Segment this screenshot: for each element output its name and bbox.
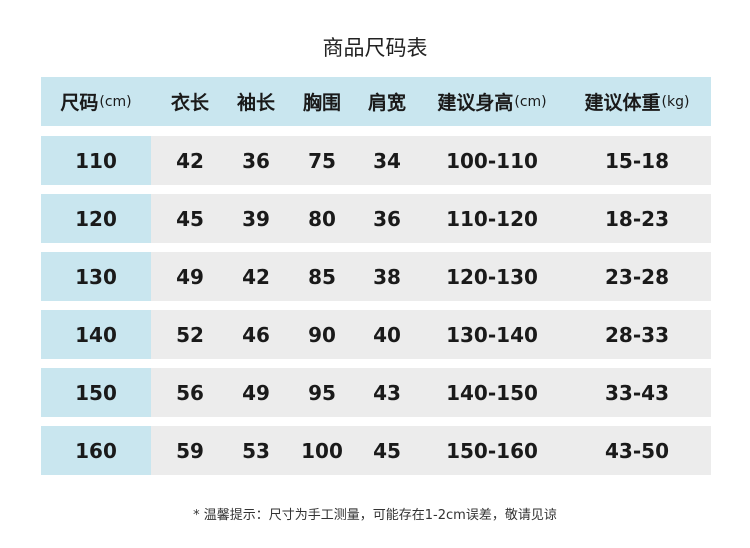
table-cell: 33-43: [605, 380, 669, 405]
table-cell: 46: [242, 322, 270, 347]
table-cell: 28-33: [605, 322, 669, 347]
table-cell: 90: [308, 322, 336, 347]
table-cell: 39: [242, 206, 270, 231]
header-cell: 衣长: [171, 77, 209, 126]
table-cell: 53: [242, 438, 270, 463]
table-cell: 43-50: [605, 438, 669, 463]
table-cell: 160: [75, 438, 117, 463]
table-cell: 100-110: [446, 148, 538, 173]
table-cell: 100: [301, 438, 343, 463]
table-cell: 75: [308, 148, 336, 173]
size-cell-bg: [41, 426, 151, 475]
header-cell: 肩宽: [368, 77, 406, 126]
table-row: 140 52 46 90 40 130-140 28-33: [41, 310, 711, 359]
table-cell: 38: [373, 264, 401, 289]
size-cell-bg: [41, 194, 151, 243]
row-bg: [151, 194, 711, 243]
table-row: 150 56 49 95 43 140-150 33-43: [41, 368, 711, 417]
size-cell-bg: [41, 368, 151, 417]
table-cell: 42: [242, 264, 270, 289]
table-cell: 36: [242, 148, 270, 173]
table-cell: 45: [373, 438, 401, 463]
table-cell: 40: [373, 322, 401, 347]
table-cell: 130-140: [446, 322, 538, 347]
table-row: 130 49 42 85 38 120-130 23-28: [41, 252, 711, 301]
table-cell: 23-28: [605, 264, 669, 289]
table-cell: 140-150: [446, 380, 538, 405]
header-label: 尺码: [60, 92, 99, 114]
table-cell: 18-23: [605, 206, 669, 231]
header-label: 建议体重: [584, 92, 661, 114]
table-cell: 56: [176, 380, 204, 405]
table-cell: 130: [75, 264, 117, 289]
table-cell: 150-160: [446, 438, 538, 463]
row-bg: [151, 368, 711, 417]
table-cell: 15-18: [605, 148, 669, 173]
header-cell: 建议体重 (kg): [585, 77, 690, 126]
table-cell: 120-130: [446, 264, 538, 289]
table-cell: 80: [308, 206, 336, 231]
header-label: 袖长: [236, 92, 276, 114]
table-cell: 59: [176, 438, 204, 463]
size-cell-bg: [41, 252, 151, 301]
table-row: 160 59 53 100 45 150-160 43-50: [41, 426, 711, 475]
header-label: 衣长: [170, 92, 210, 114]
table-cell: 150: [75, 380, 117, 405]
size-cell-bg: [41, 310, 151, 359]
row-bg: [151, 252, 711, 301]
table-row: 120 45 39 80 36 110-120 18-23: [41, 194, 711, 243]
table-cell: 120: [75, 206, 117, 231]
header-label: 建议身高: [437, 92, 514, 114]
header-cell: 胸围: [303, 77, 341, 126]
header-cell: 建议身高 (cm): [437, 77, 546, 126]
header-cell: 尺码 (cm): [60, 77, 131, 126]
table-cell: 34: [373, 148, 401, 173]
header-unit: (cm): [514, 93, 547, 110]
table-cell: 140: [75, 322, 117, 347]
table-cell: 110: [75, 148, 117, 173]
header-label: 肩宽: [367, 92, 407, 114]
table-cell: 49: [176, 264, 204, 289]
table-cell: 49: [242, 380, 270, 405]
table-cell: 42: [176, 148, 204, 173]
header-cell: 袖长: [237, 77, 275, 126]
table-cell: 110-120: [446, 206, 538, 231]
table-cell: 43: [373, 380, 401, 405]
table-cell: 85: [308, 264, 336, 289]
header-unit: (kg): [661, 93, 690, 110]
row-bg: [151, 426, 711, 475]
table-cell: 52: [176, 322, 204, 347]
table-row: 110 42 36 75 34 100-110 15-18: [41, 136, 711, 185]
header-unit: (cm): [99, 93, 132, 110]
chart-title: 商品尺码表: [322, 36, 428, 60]
size-cell-bg: [41, 136, 151, 185]
table-cell: 95: [308, 380, 336, 405]
table-cell: 36: [373, 206, 401, 231]
footnote: * 温馨提示：尺寸为手工测量，可能存在1-2cm误差，敬请见谅: [193, 508, 557, 523]
table-cell: 45: [176, 206, 204, 231]
row-bg: [151, 136, 711, 185]
header-label: 胸围: [302, 92, 342, 114]
row-bg: [151, 310, 711, 359]
header-row: 尺码 (cm) 衣长 袖长 胸围 肩宽 建议身高 (cm) 建议体重 (kg): [41, 77, 711, 126]
